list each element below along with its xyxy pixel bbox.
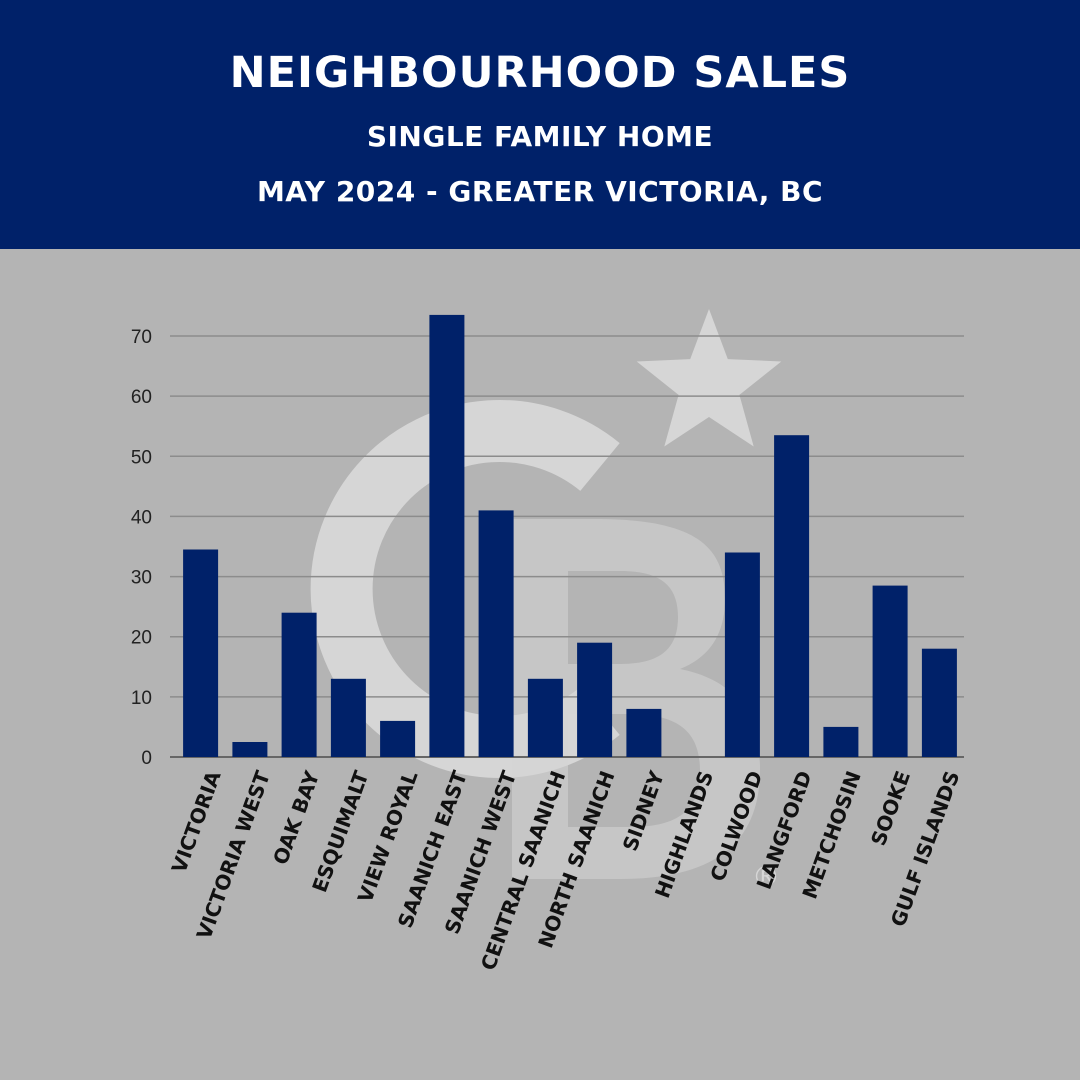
y-tick-label: 0 xyxy=(141,748,152,769)
bar xyxy=(872,585,908,757)
bar xyxy=(823,726,859,757)
bar xyxy=(921,648,957,757)
bar xyxy=(429,314,465,757)
bar xyxy=(380,720,416,757)
bar xyxy=(232,742,268,757)
x-tick-label: OAK BAY xyxy=(268,767,324,867)
registered-mark: ® xyxy=(752,860,780,893)
bar xyxy=(774,435,810,757)
bar xyxy=(577,642,613,757)
bar xyxy=(183,549,219,757)
y-tick-label: 60 xyxy=(131,387,152,408)
chart-area: ® 0 10 20 30 40 50 60 70 VICTORIA VICTORIA WEST O… xyxy=(0,249,1080,1080)
bar xyxy=(527,678,563,757)
y-axis-ticks: 0 10 20 30 40 50 60 70 xyxy=(131,327,152,769)
y-tick-label: 30 xyxy=(131,568,152,589)
bar xyxy=(281,612,317,757)
x-tick-label: VICTORIA xyxy=(167,767,226,876)
bar xyxy=(478,510,514,757)
y-tick-label: 50 xyxy=(131,447,152,468)
bar xyxy=(724,552,760,757)
y-tick-label: 70 xyxy=(131,327,152,348)
bar xyxy=(330,678,366,757)
header-banner: NEIGHBOURHOOD SALES SINGLE FAMILY HOME M… xyxy=(0,0,1080,249)
chart-title: NEIGHBOURHOOD SALES xyxy=(229,48,851,98)
bars xyxy=(183,314,957,757)
y-tick-label: 10 xyxy=(131,688,152,709)
logo-star-icon xyxy=(636,309,782,447)
y-tick-label: 20 xyxy=(131,628,152,649)
logo-b-shape xyxy=(512,519,760,879)
bar xyxy=(626,708,662,757)
x-tick-label: SOOKE xyxy=(866,768,915,849)
chart-subtitle: SINGLE FAMILY HOME xyxy=(366,120,714,153)
y-tick-label: 40 xyxy=(131,507,152,528)
chart-date-location: MAY 2024 - GREATER VICTORIA, BC xyxy=(256,175,824,208)
